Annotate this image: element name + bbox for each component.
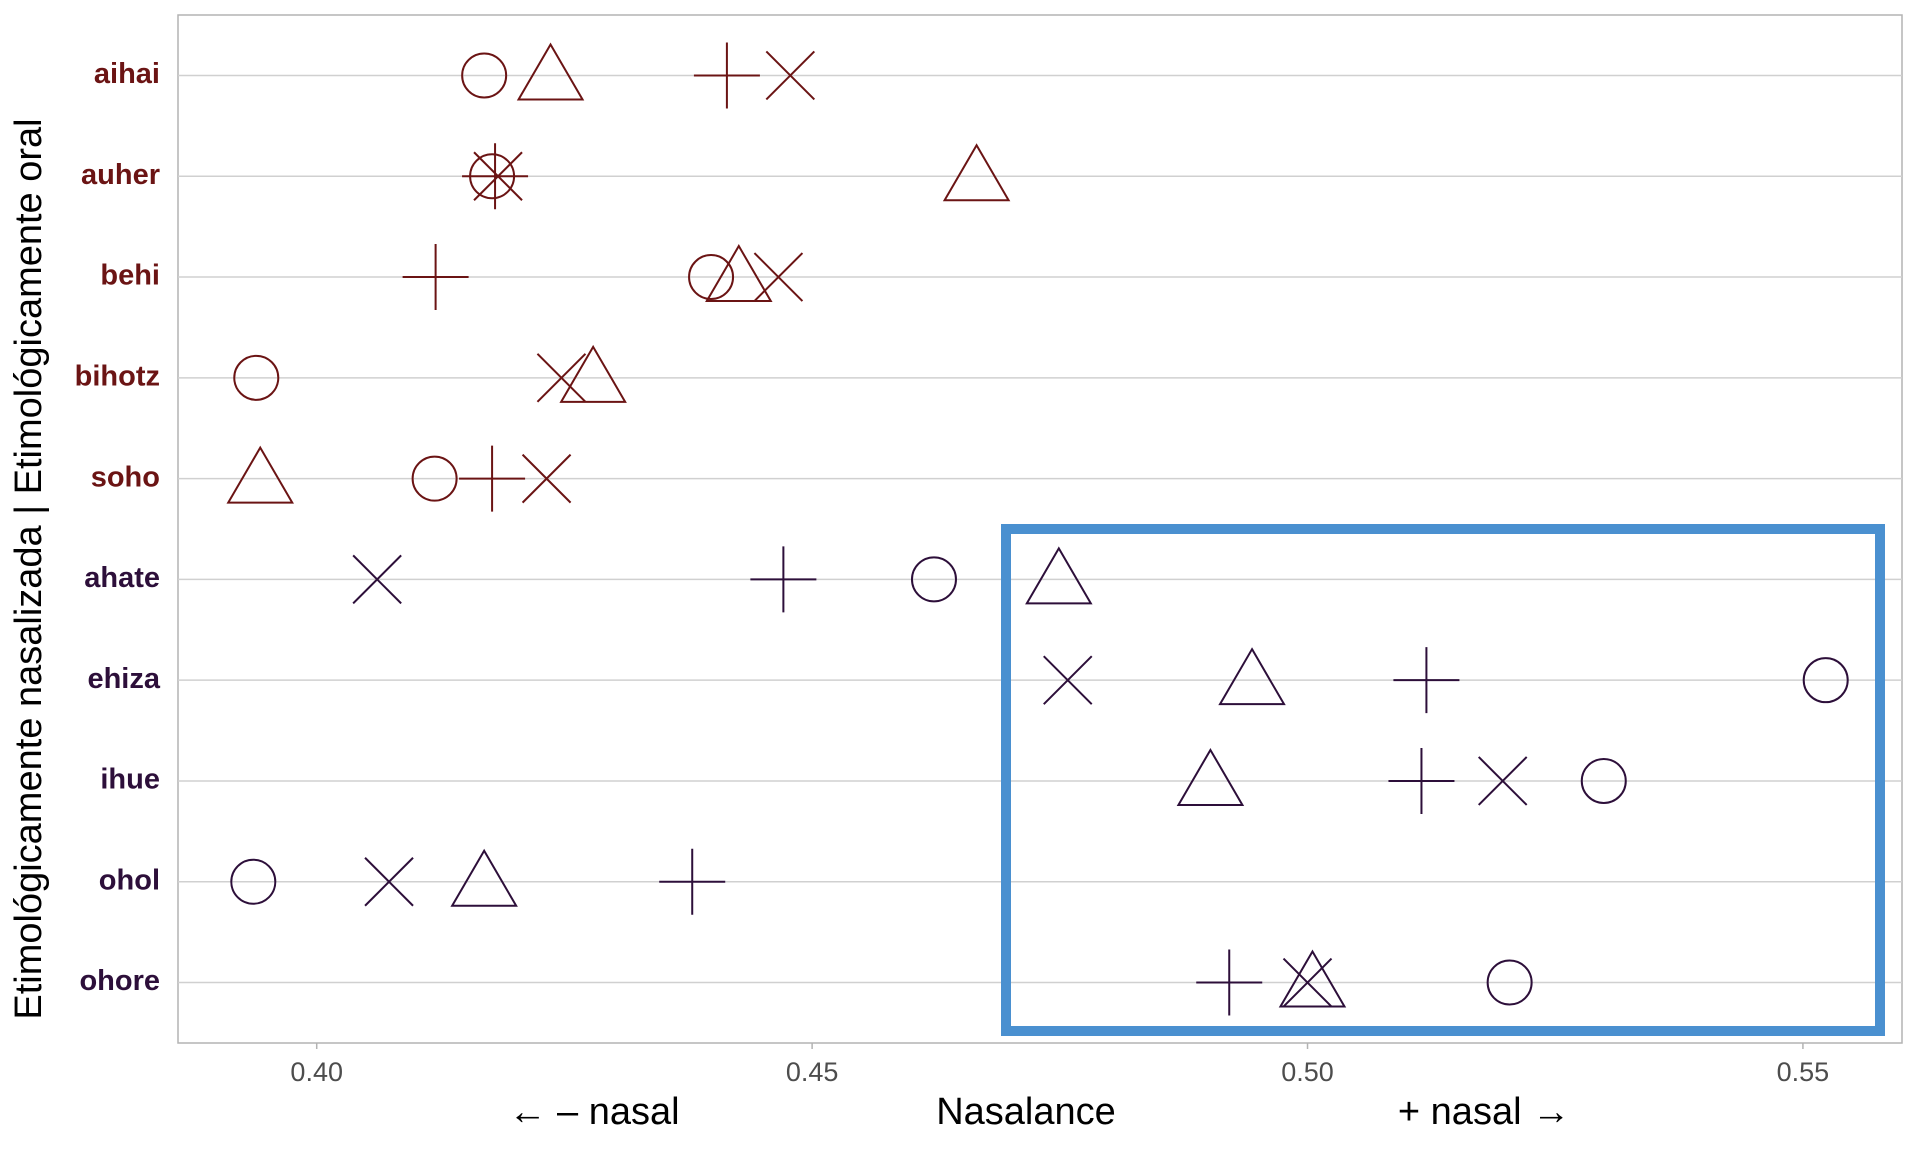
marker-cross	[521, 453, 572, 504]
marker-cross	[1478, 756, 1528, 806]
y-tick-label: bihotz	[75, 360, 160, 392]
y-tick-label: aihai	[94, 58, 160, 90]
y-axis-title: Etimológicamente nasalizada | Etimológic…	[8, 118, 50, 1019]
marker-circle	[233, 354, 280, 401]
marker-circle	[1580, 757, 1627, 804]
marker-triangle	[226, 445, 294, 504]
marker-plus	[750, 546, 817, 613]
marker-plus	[1388, 747, 1455, 814]
x-axis-note: ← – nasal	[508, 1091, 679, 1133]
x-tick-label: 0.55	[1777, 1057, 1830, 1087]
y-tick-label: ihue	[100, 764, 160, 796]
marker-cross	[473, 151, 523, 201]
marker-circle	[910, 556, 957, 603]
marker-plus	[462, 143, 529, 210]
marker-circle	[688, 254, 735, 301]
marker-circle	[230, 858, 277, 905]
marker-cross	[352, 554, 402, 605]
marker-cross	[1282, 957, 1333, 1008]
marker-cross	[536, 353, 587, 403]
marker-triangle	[1278, 949, 1347, 1008]
marker-triangle	[1218, 647, 1286, 706]
marker-cross	[765, 50, 816, 101]
y-tick-label: ohol	[99, 864, 160, 896]
marker-triangle	[705, 244, 773, 303]
marks	[226, 42, 1849, 1016]
marker-triangle	[942, 143, 1011, 202]
marker-plus	[459, 445, 526, 512]
y-tick-label: behi	[100, 260, 160, 292]
x-axis-title: Nasalance	[936, 1091, 1116, 1133]
marker-circle	[1802, 657, 1849, 704]
y-tick-label: soho	[91, 461, 160, 493]
marker-triangle	[1176, 747, 1245, 806]
marker-plus	[1196, 949, 1263, 1016]
y-tick-label: auher	[81, 159, 160, 191]
marker-circle	[1486, 959, 1533, 1006]
marker-plus	[402, 244, 469, 311]
marker-cross	[364, 857, 414, 907]
marker-cross	[1043, 655, 1093, 705]
marker-triangle	[559, 344, 627, 403]
highlight-box	[1001, 524, 1885, 1036]
x-tick-label: 0.50	[1281, 1057, 1334, 1087]
y-tick-label: ahate	[84, 562, 160, 594]
marker-plus	[693, 42, 760, 109]
panel-border	[177, 14, 1903, 1044]
marker-plus	[659, 848, 726, 915]
marker-triangle	[1025, 546, 1093, 605]
x-tick-label: 0.40	[290, 1057, 343, 1087]
marker-triangle	[450, 848, 518, 907]
y-tick-label: ohore	[79, 965, 160, 997]
marker-plus	[1393, 647, 1460, 714]
x-axis-note: + nasal →	[1398, 1091, 1570, 1133]
x-tick-label: 0.45	[786, 1057, 839, 1087]
marker-circle	[411, 455, 458, 502]
marker-circle	[461, 52, 508, 99]
y-tick-label: ehiza	[87, 663, 160, 695]
marker-triangle	[516, 42, 585, 101]
marker-cross	[753, 252, 804, 302]
